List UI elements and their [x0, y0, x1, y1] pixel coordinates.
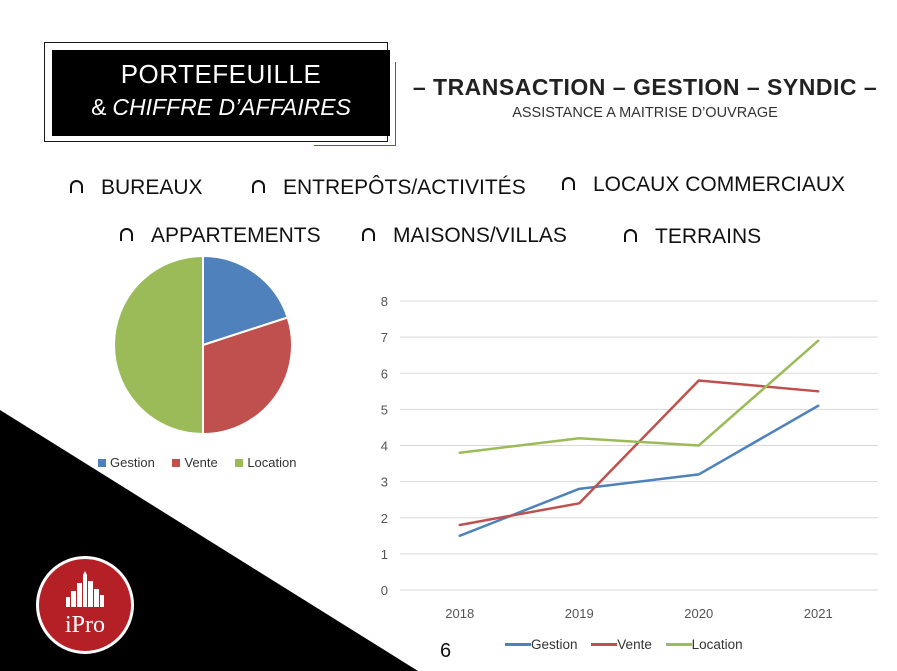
page-subtitle: & CHIFFRE D’AFFAIRES	[52, 94, 390, 121]
title-box: PORTEFEUILLE & CHIFFRE D’AFFAIRES	[52, 50, 390, 136]
pie-legend-item: Vente	[172, 455, 218, 470]
series-line-vente	[458, 379, 820, 527]
pie-legend-swatch-location	[235, 458, 244, 467]
pie-slice-location	[113, 254, 204, 436]
category-item: APPARTEMENTS	[120, 224, 321, 248]
y-tick-label: 1	[381, 547, 388, 562]
pie-legend-item: Location	[235, 455, 296, 470]
y-tick-label: 7	[381, 330, 388, 345]
line-legend-label: Location	[691, 637, 743, 652]
y-tick-label: 4	[381, 439, 388, 454]
ipro-logo: iPro	[36, 556, 134, 654]
y-tick-label: 2	[381, 511, 388, 526]
logo-text: iPro	[64, 612, 105, 638]
x-tick-label: 2019	[565, 606, 594, 621]
line-legend-label: Vente	[617, 637, 652, 652]
y-tick-label: 8	[381, 294, 388, 309]
line-legend-swatch-location	[665, 643, 692, 646]
line-legend-swatch-gestion	[505, 643, 531, 646]
pie-legend-label: Vente	[184, 455, 218, 470]
page-subtitle-text: CHIFFRE D’AFFAIRES	[112, 94, 351, 120]
line-legend-label: Gestion	[531, 637, 578, 652]
line-legend: Gestion Vente Location	[505, 637, 753, 652]
line-legend-item: Gestion	[505, 637, 578, 652]
line-legend-item: Location	[665, 637, 743, 652]
y-tick-label: 0	[381, 583, 388, 598]
y-tick-label: 5	[381, 402, 388, 417]
horseshoe-bullet-icon	[624, 228, 637, 242]
services-heading: – TRANSACTION – GESTION – SYNDIC –	[412, 74, 878, 100]
category-label: LOCAUX COMMERCIAUX	[593, 173, 846, 196]
category-item: LOCAUX COMMERCIAUX	[562, 173, 845, 197]
services-subheading: ASSISTANCE A MAITRISE D’OUVRAGE	[512, 105, 778, 121]
pie-legend-label: Location	[247, 455, 297, 470]
line-chart: 0 1 2 3 4 5 6 7 8 2018 2019 2020 2021	[381, 294, 878, 621]
pie-chart	[113, 254, 293, 436]
category-label: ENTREPÔTS/ACTIVITÉS	[283, 176, 526, 199]
series-line-gestion	[458, 404, 820, 538]
category-label: MAISONS/VILLAS	[393, 224, 567, 247]
horseshoe-bullet-icon	[562, 176, 575, 190]
pie-legend-item: Gestion	[98, 455, 155, 470]
category-item: ENTREPÔTS/ACTIVITÉS	[252, 176, 526, 200]
x-tick-label: 2021	[804, 606, 833, 621]
category-item: MAISONS/VILLAS	[362, 224, 567, 248]
pie-legend: Gestion Vente Location	[98, 455, 310, 470]
x-tick-label: 2018	[445, 606, 474, 621]
category-label: APPARTEMENTS	[151, 224, 321, 247]
title-ampersand: &	[91, 94, 107, 120]
x-tick-label: 2020	[684, 606, 713, 621]
building-icon	[66, 571, 104, 607]
pie-legend-label: Gestion	[110, 455, 155, 470]
pie-legend-swatch-vente	[172, 458, 181, 467]
line-legend-swatch-vente	[591, 643, 618, 646]
series-line-location	[458, 339, 820, 454]
horseshoe-bullet-icon	[120, 227, 133, 241]
y-tick-label: 3	[381, 475, 388, 490]
line-legend-item: Vente	[591, 637, 652, 652]
horseshoe-bullet-icon	[252, 179, 265, 193]
page-title: PORTEFEUILLE	[120, 59, 322, 89]
category-item: BUREAUX	[70, 176, 203, 200]
category-label: TERRAINS	[655, 225, 762, 248]
pie-slice-vente	[202, 316, 293, 436]
pie-slice-gestion	[202, 254, 289, 347]
title-frame-accent	[314, 62, 396, 146]
category-label: BUREAUX	[101, 176, 203, 199]
horseshoe-bullet-icon	[362, 227, 375, 241]
page-number: 6	[440, 640, 452, 662]
category-item: TERRAINS	[624, 225, 761, 249]
pie-legend-swatch-gestion	[98, 458, 106, 467]
horseshoe-bullet-icon	[70, 179, 83, 193]
y-tick-label: 6	[381, 366, 388, 381]
